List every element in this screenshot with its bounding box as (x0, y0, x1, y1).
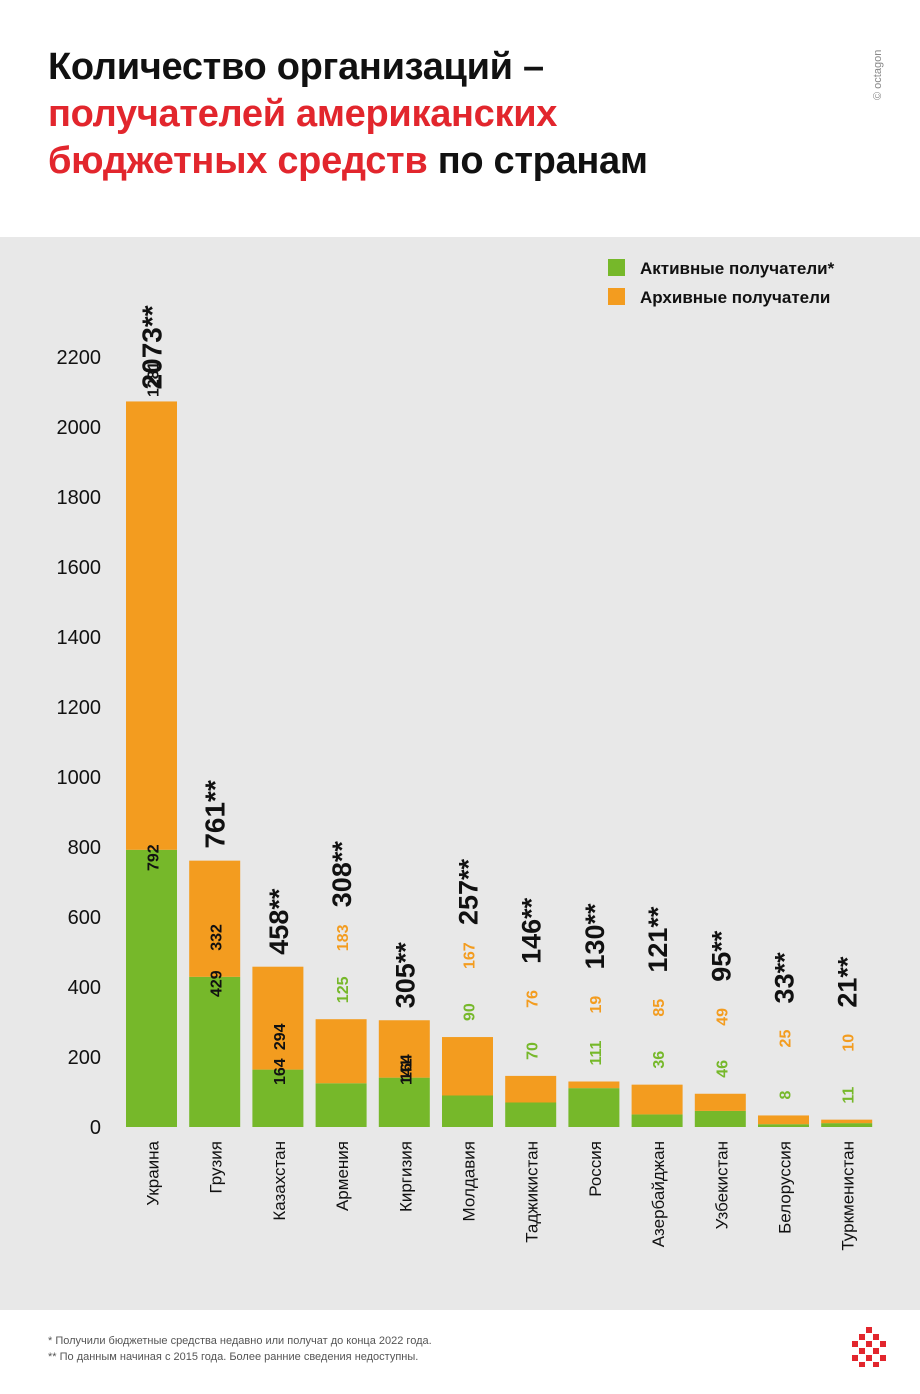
total-value-label: 121** (643, 906, 673, 973)
active-value-label: 792 (146, 844, 163, 871)
y-tick-label: 0 (90, 1117, 101, 1139)
bar-segment-active (505, 1102, 557, 1127)
archived-value-label: 164 (398, 1054, 415, 1081)
title-line-3-black: по странам (427, 140, 648, 182)
bar-segment-archived (126, 401, 177, 850)
bar-segment-archived (189, 860, 241, 977)
footnotes: * Получили бюджетные средства недавно ил… (48, 1333, 432, 1365)
y-tick-label: 2000 (57, 417, 102, 439)
bar-segment-active (631, 1114, 683, 1127)
total-value-label: 33** (770, 952, 800, 1004)
bar-segment-active (694, 1110, 746, 1127)
archived-value-label: 19 (588, 996, 605, 1014)
total-value-label: 2073** (137, 305, 168, 389)
title-line-3-red: бюджетных средств (48, 140, 428, 182)
bar-segment-active (189, 976, 241, 1127)
total-value-label: 130** (580, 903, 610, 970)
total-value-label: 146** (517, 897, 547, 964)
active-value-label: 141 (398, 1058, 415, 1085)
total-value-label: 305** (390, 942, 420, 1009)
category-label: Армения (333, 1141, 352, 1211)
y-tick-label: 1400 (57, 627, 102, 649)
legend-swatch-active (608, 259, 625, 276)
archived-value-label: 76 (525, 990, 542, 1008)
bar-segment-archived (568, 1081, 620, 1089)
category-label: Казахстан (270, 1141, 289, 1221)
total-value-label: 21** (833, 956, 863, 1008)
footnote-2: ** По данным начиная с 2015 года. Более … (48, 1351, 419, 1363)
archived-value-label: 183 (335, 924, 352, 951)
chart-title: Количество организаций – получателей аме… (48, 44, 648, 185)
title-line-1: Количество организаций – (48, 46, 544, 88)
category-label: Азербайджан (649, 1141, 668, 1247)
bar-segment-archived (315, 1019, 367, 1084)
active-value-label: 164 (272, 1058, 289, 1085)
bar-segment-archived (694, 1093, 746, 1111)
active-value-label: 8 (778, 1090, 795, 1099)
y-tick-label: 600 (68, 907, 101, 929)
title-line-2: получателей американских (48, 93, 558, 135)
bar-segment-active (821, 1123, 873, 1127)
archived-value-label: 10 (841, 1034, 858, 1052)
bar-segment-active (568, 1088, 620, 1127)
footnote-1: * Получили бюджетные средства недавно ил… (48, 1335, 432, 1347)
active-value-label: 125 (335, 976, 352, 1003)
total-value-label: 95** (706, 930, 736, 982)
y-tick-label: 1600 (57, 557, 102, 579)
active-value-label: 46 (714, 1060, 731, 1078)
total-value-label: 308** (327, 841, 357, 908)
bar-segment-archived (442, 1037, 493, 1096)
archived-value-label: 332 (209, 924, 226, 951)
bar-segment-active (442, 1095, 493, 1127)
y-tick-label: 1200 (57, 697, 102, 719)
bar-segment-archived (378, 1020, 430, 1078)
y-tick-label: 1000 (57, 767, 102, 789)
category-label: Грузия (207, 1141, 226, 1194)
bar-segment-active (378, 1077, 430, 1127)
active-value-label: 70 (525, 1042, 542, 1060)
category-label: Белоруссия (776, 1141, 795, 1234)
active-value-label: 429 (209, 970, 226, 997)
archived-value-label: 49 (714, 1008, 731, 1026)
y-tick-label: 400 (68, 977, 101, 999)
copyright-label: © octagon (872, 49, 884, 100)
bar-segment-archived (821, 1119, 873, 1124)
category-label: Узбекистан (712, 1141, 731, 1229)
archived-value-label: 1281 (146, 361, 163, 397)
legend-swatch-archived (608, 288, 625, 305)
legend-label: Архивные получатели (640, 288, 830, 307)
y-tick-label: 200 (68, 1047, 101, 1069)
total-value-label: 257** (454, 858, 484, 925)
bar-segment-archived (252, 966, 304, 1070)
bar-segment-active (758, 1124, 809, 1127)
archived-value-label: 25 (778, 1030, 795, 1048)
active-value-label: 111 (588, 1040, 605, 1065)
bar-segment-archived (505, 1075, 557, 1103)
total-value-label: 761** (200, 780, 231, 849)
archived-value-label: 85 (651, 999, 668, 1017)
category-label: Таджикистан (523, 1141, 542, 1243)
y-tick-label: 1800 (57, 487, 102, 509)
total-value-label: 458** (264, 888, 294, 955)
category-label: Россия (586, 1141, 605, 1197)
bar-segment-active (252, 1069, 304, 1127)
bar-segment-active (315, 1083, 367, 1127)
active-value-label: 11 (841, 1087, 858, 1104)
archived-value-label: 167 (462, 942, 479, 969)
category-label: Украина (144, 1140, 163, 1205)
y-tick-label: 800 (68, 837, 101, 859)
archived-value-label: 294 (272, 1023, 289, 1050)
category-label: Киргизия (396, 1141, 415, 1212)
y-tick-label: 2200 (57, 347, 102, 369)
octagon-logo-icon (852, 1327, 886, 1367)
stacked-bar-chart: 0 200 400 600 800 1000 1200 1400 1600 1800 2000 220… (57, 259, 873, 1251)
category-label: Молдавия (460, 1141, 479, 1221)
bar-segment-archived (758, 1115, 809, 1125)
active-value-label: 36 (651, 1051, 668, 1069)
active-value-label: 90 (462, 1003, 479, 1021)
bar-segment-active (126, 849, 177, 1127)
bar-segment-archived (631, 1084, 683, 1115)
category-label: Туркменистан (839, 1141, 858, 1251)
legend-label: Активные получатели* (640, 259, 835, 278)
